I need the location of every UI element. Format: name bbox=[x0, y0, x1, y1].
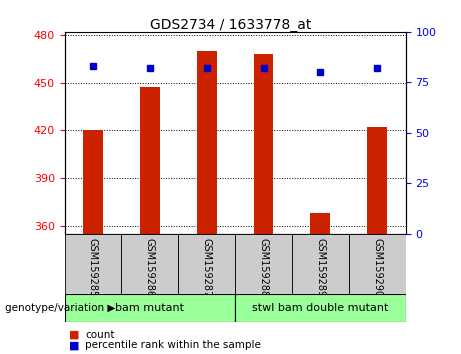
Text: GDS2734 / 1633778_at: GDS2734 / 1633778_at bbox=[150, 18, 311, 32]
Bar bbox=[197, 51, 217, 234]
Text: percentile rank within the sample: percentile rank within the sample bbox=[85, 340, 261, 350]
Bar bbox=[121, 234, 178, 294]
Bar bbox=[65, 294, 235, 322]
Text: ■: ■ bbox=[69, 340, 80, 350]
Bar bbox=[235, 234, 292, 294]
Text: GSM159286: GSM159286 bbox=[145, 239, 155, 298]
Bar bbox=[310, 213, 331, 234]
Bar bbox=[178, 234, 235, 294]
Bar bbox=[254, 54, 273, 234]
Text: GSM159285: GSM159285 bbox=[88, 239, 98, 298]
Bar bbox=[83, 130, 103, 234]
Text: genotype/variation ▶: genotype/variation ▶ bbox=[5, 303, 115, 313]
Bar bbox=[140, 87, 160, 234]
Text: stwl bam double mutant: stwl bam double mutant bbox=[252, 303, 389, 313]
Text: count: count bbox=[85, 330, 115, 339]
Bar bbox=[292, 234, 349, 294]
Text: GSM159289: GSM159289 bbox=[315, 239, 325, 298]
Text: bam mutant: bam mutant bbox=[115, 303, 184, 313]
Text: GSM159287: GSM159287 bbox=[201, 239, 212, 298]
Bar bbox=[65, 234, 121, 294]
Text: GSM159288: GSM159288 bbox=[259, 239, 269, 298]
Bar bbox=[235, 294, 406, 322]
Text: ■: ■ bbox=[69, 330, 80, 339]
Bar bbox=[349, 234, 406, 294]
Text: GSM159290: GSM159290 bbox=[372, 239, 382, 298]
Bar bbox=[367, 127, 387, 234]
